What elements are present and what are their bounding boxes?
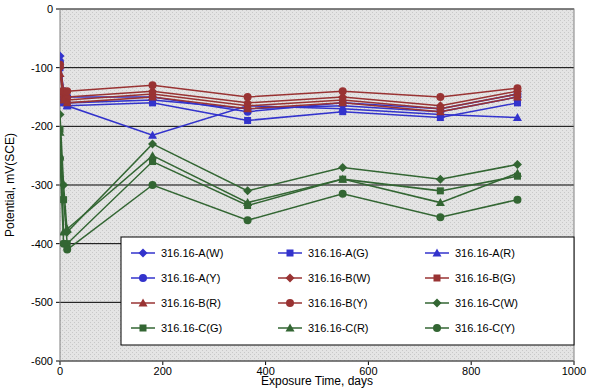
series-line	[60, 62, 517, 112]
series-group	[60, 51, 522, 253]
tick-label: -300	[31, 179, 53, 191]
data-point	[436, 213, 444, 221]
plot-background	[60, 9, 574, 361]
series-line	[60, 65, 517, 135]
legend-marker	[434, 275, 441, 282]
data-point	[148, 151, 157, 159]
grid-line	[60, 126, 574, 127]
series-line	[60, 132, 517, 232]
legend-label: 316.16-B(G)	[455, 272, 516, 284]
tick-mark	[56, 185, 60, 186]
legend-label: 316.16-A(Y)	[161, 272, 220, 284]
data-point	[338, 163, 347, 172]
data-point	[63, 225, 72, 233]
data-point	[243, 198, 252, 206]
legend-marker	[286, 274, 295, 283]
legend-marker	[139, 249, 148, 258]
data-point	[60, 61, 64, 69]
tick-label: 0	[47, 3, 53, 15]
tick-label: -600	[31, 355, 53, 367]
data-point	[436, 93, 444, 101]
legend-marker	[287, 250, 294, 257]
data-point	[436, 107, 445, 115]
data-point	[339, 176, 346, 183]
data-point	[513, 93, 522, 101]
legend-label: 316.16-A(G)	[308, 247, 369, 259]
data-point	[60, 110, 65, 119]
data-point	[60, 155, 64, 163]
series-line	[60, 74, 517, 112]
legend-label: 316.16-B(W)	[308, 272, 370, 284]
legend-marker	[286, 324, 295, 332]
legend-label: 316.16-B(R)	[161, 297, 221, 309]
data-point	[149, 81, 157, 89]
series-line	[60, 129, 517, 243]
tick-label: 800	[462, 365, 480, 377]
tick-mark	[56, 126, 60, 127]
tick-mark	[56, 9, 60, 10]
data-point	[513, 196, 521, 204]
y-axis-title: Potential, mV(SCE)	[3, 133, 17, 237]
legend-label: 316.16-C(G)	[161, 322, 222, 334]
grid-line	[60, 67, 574, 68]
legend-marker	[433, 299, 442, 308]
legend-marker	[433, 324, 441, 332]
data-point	[148, 131, 157, 139]
data-point	[339, 190, 347, 198]
tick-mark	[56, 302, 60, 303]
data-point	[513, 160, 522, 169]
data-point	[338, 175, 347, 183]
tick-label: 0	[57, 365, 63, 377]
legend-marker	[139, 299, 148, 307]
data-point	[339, 87, 347, 95]
data-point	[244, 93, 252, 101]
plot-frame	[60, 9, 574, 361]
series-line	[60, 115, 517, 232]
legend-marker	[139, 274, 147, 282]
data-point	[243, 186, 252, 195]
data-point	[513, 169, 522, 177]
series-line	[60, 65, 517, 97]
legend-label: 316.16-C(R)	[308, 322, 369, 334]
data-point	[148, 139, 157, 148]
legend-label: 316.16-A(R)	[455, 247, 515, 259]
data-point	[436, 175, 445, 184]
tick-label: -500	[31, 296, 53, 308]
tick-label: 1000	[562, 365, 586, 377]
legend-label: 316.16-C(Y)	[455, 322, 515, 334]
tick-mark	[56, 67, 60, 68]
legend-marker	[433, 249, 442, 257]
data-point	[436, 198, 445, 206]
series-line	[60, 159, 517, 250]
data-point	[63, 98, 72, 106]
data-point	[63, 87, 71, 95]
chart: -600-500-400-300-200-1000020040060080010…	[0, 0, 606, 389]
legend-label: 316.16-B(Y)	[308, 297, 367, 309]
data-point	[60, 128, 65, 136]
x-axis-title: Exposure Time, days	[261, 374, 373, 388]
tick-label: -200	[31, 120, 53, 132]
tick-label: -400	[31, 238, 53, 250]
data-point	[244, 216, 252, 224]
data-point	[437, 187, 444, 194]
legend-marker	[286, 299, 294, 307]
data-point	[63, 246, 71, 254]
data-point	[513, 113, 522, 121]
legend-label: 316.16-C(W)	[455, 297, 518, 309]
tick-mark	[56, 243, 60, 244]
data-point	[338, 98, 347, 106]
legend-marker	[140, 325, 147, 332]
data-point	[148, 93, 157, 101]
tick-label: 200	[154, 365, 172, 377]
legend-box	[121, 237, 574, 345]
tick-label: -100	[31, 62, 53, 74]
legend-label: 316.16-A(W)	[161, 247, 223, 259]
tick-mark	[56, 361, 60, 362]
data-point	[513, 84, 521, 92]
data-point	[243, 104, 252, 112]
data-point	[149, 181, 157, 189]
data-point	[244, 117, 251, 124]
